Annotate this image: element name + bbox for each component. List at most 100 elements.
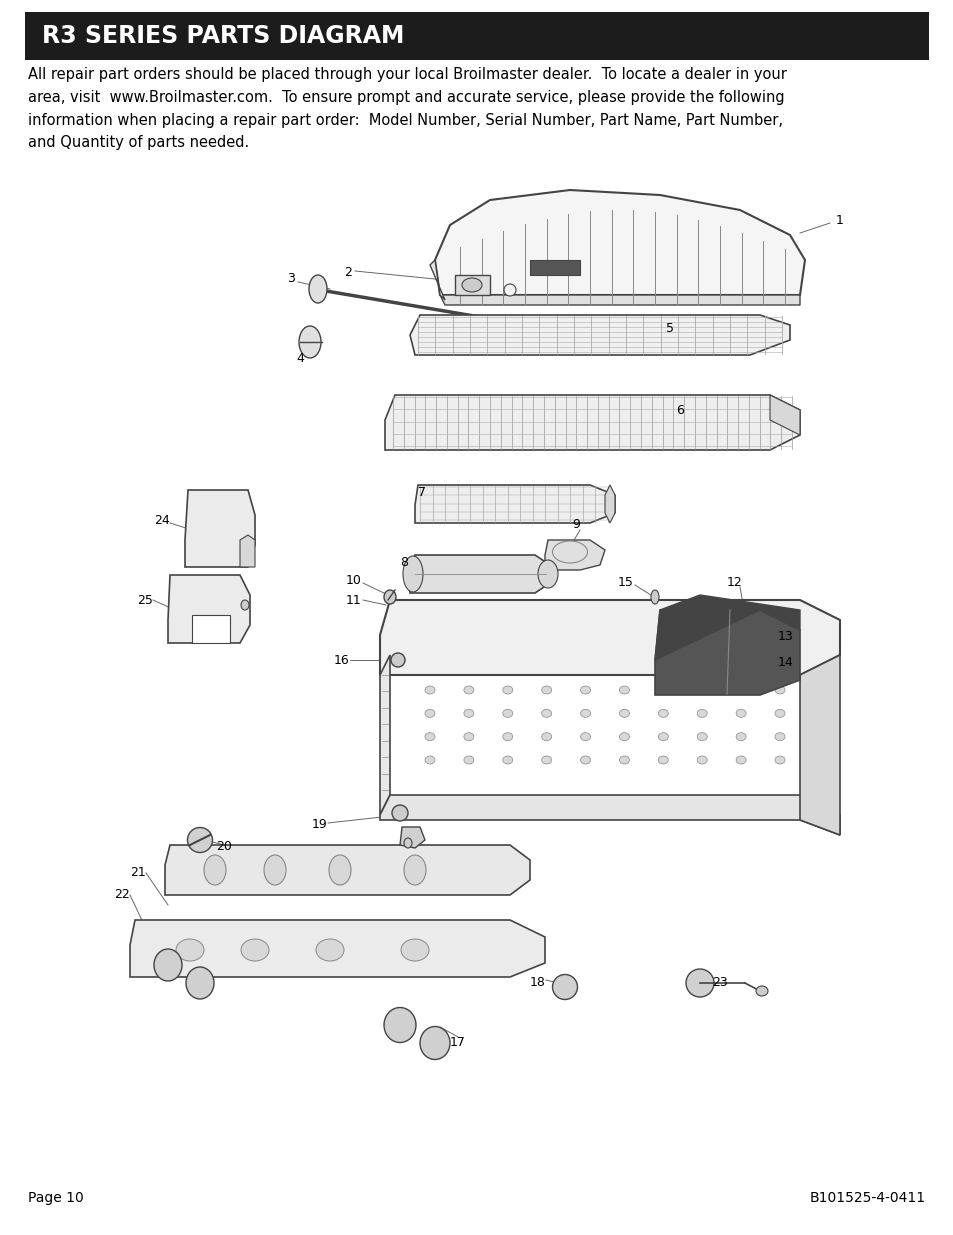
Ellipse shape (384, 1008, 416, 1042)
Ellipse shape (618, 756, 629, 764)
Text: 15: 15 (618, 576, 634, 589)
Ellipse shape (309, 275, 327, 303)
Ellipse shape (329, 855, 351, 885)
Ellipse shape (618, 709, 629, 718)
Ellipse shape (461, 278, 481, 291)
Ellipse shape (463, 732, 474, 741)
Polygon shape (379, 655, 390, 815)
Text: R3 SERIES PARTS DIAGRAM: R3 SERIES PARTS DIAGRAM (42, 23, 404, 48)
Text: 13: 13 (778, 631, 793, 643)
Text: 16: 16 (334, 653, 350, 667)
Text: 10: 10 (346, 573, 361, 587)
Text: 7: 7 (417, 485, 426, 499)
Ellipse shape (580, 756, 590, 764)
Ellipse shape (502, 732, 513, 741)
Ellipse shape (175, 939, 204, 961)
Text: 12: 12 (726, 577, 742, 589)
Polygon shape (544, 540, 604, 571)
Ellipse shape (402, 556, 422, 592)
Polygon shape (435, 190, 804, 295)
Polygon shape (192, 615, 230, 643)
Ellipse shape (264, 855, 286, 885)
Text: Page 10: Page 10 (28, 1191, 84, 1205)
Ellipse shape (186, 967, 213, 999)
Ellipse shape (400, 939, 429, 961)
Ellipse shape (736, 685, 745, 694)
Ellipse shape (658, 685, 668, 694)
Ellipse shape (153, 948, 182, 981)
Ellipse shape (204, 855, 226, 885)
Ellipse shape (503, 284, 516, 296)
Ellipse shape (697, 732, 706, 741)
Text: 11: 11 (346, 594, 361, 606)
Ellipse shape (541, 732, 551, 741)
Text: 25: 25 (137, 594, 152, 606)
Polygon shape (415, 485, 615, 522)
Text: All repair part orders should be placed through your local Broilmaster dealer.  : All repair part orders should be placed … (28, 67, 786, 151)
Text: 21: 21 (130, 867, 146, 879)
Ellipse shape (697, 709, 706, 718)
Ellipse shape (774, 709, 784, 718)
Ellipse shape (541, 709, 551, 718)
Ellipse shape (241, 939, 269, 961)
Polygon shape (379, 600, 840, 676)
Ellipse shape (697, 756, 706, 764)
Polygon shape (410, 555, 550, 593)
Ellipse shape (315, 939, 344, 961)
Ellipse shape (685, 969, 713, 997)
Text: 5: 5 (665, 322, 673, 336)
Ellipse shape (736, 756, 745, 764)
Ellipse shape (403, 855, 426, 885)
Ellipse shape (774, 756, 784, 764)
Ellipse shape (502, 756, 513, 764)
Polygon shape (410, 315, 789, 354)
Text: 19: 19 (312, 819, 328, 831)
Text: 23: 23 (711, 977, 727, 989)
Ellipse shape (424, 709, 435, 718)
Ellipse shape (419, 1026, 450, 1060)
Polygon shape (439, 295, 800, 305)
Ellipse shape (774, 685, 784, 694)
Ellipse shape (658, 709, 668, 718)
Polygon shape (130, 920, 544, 977)
Ellipse shape (298, 326, 320, 358)
Ellipse shape (424, 685, 435, 694)
Ellipse shape (552, 974, 577, 999)
Polygon shape (604, 485, 615, 522)
Text: 2: 2 (344, 267, 352, 279)
Polygon shape (168, 576, 250, 643)
Text: 3: 3 (287, 273, 294, 285)
Ellipse shape (736, 732, 745, 741)
Ellipse shape (241, 600, 249, 610)
Ellipse shape (502, 709, 513, 718)
Polygon shape (455, 275, 490, 295)
Ellipse shape (541, 685, 551, 694)
Ellipse shape (658, 732, 668, 741)
Polygon shape (530, 261, 579, 275)
Text: B101525-4-0411: B101525-4-0411 (809, 1191, 925, 1205)
Polygon shape (385, 395, 800, 450)
Text: 14: 14 (778, 657, 793, 669)
Ellipse shape (424, 756, 435, 764)
Polygon shape (769, 395, 800, 435)
Ellipse shape (618, 732, 629, 741)
Ellipse shape (580, 685, 590, 694)
Ellipse shape (774, 732, 784, 741)
Text: 6: 6 (676, 404, 683, 416)
Polygon shape (399, 827, 424, 848)
Ellipse shape (463, 756, 474, 764)
Text: 4: 4 (295, 352, 304, 366)
Ellipse shape (188, 827, 213, 852)
Ellipse shape (391, 653, 405, 667)
Polygon shape (655, 595, 800, 659)
Ellipse shape (580, 732, 590, 741)
Text: 18: 18 (530, 977, 545, 989)
Text: 22: 22 (114, 888, 130, 902)
Ellipse shape (650, 590, 659, 604)
Ellipse shape (618, 685, 629, 694)
Ellipse shape (424, 732, 435, 741)
Text: 24: 24 (154, 514, 170, 526)
Ellipse shape (463, 709, 474, 718)
Ellipse shape (736, 709, 745, 718)
Ellipse shape (392, 805, 408, 821)
